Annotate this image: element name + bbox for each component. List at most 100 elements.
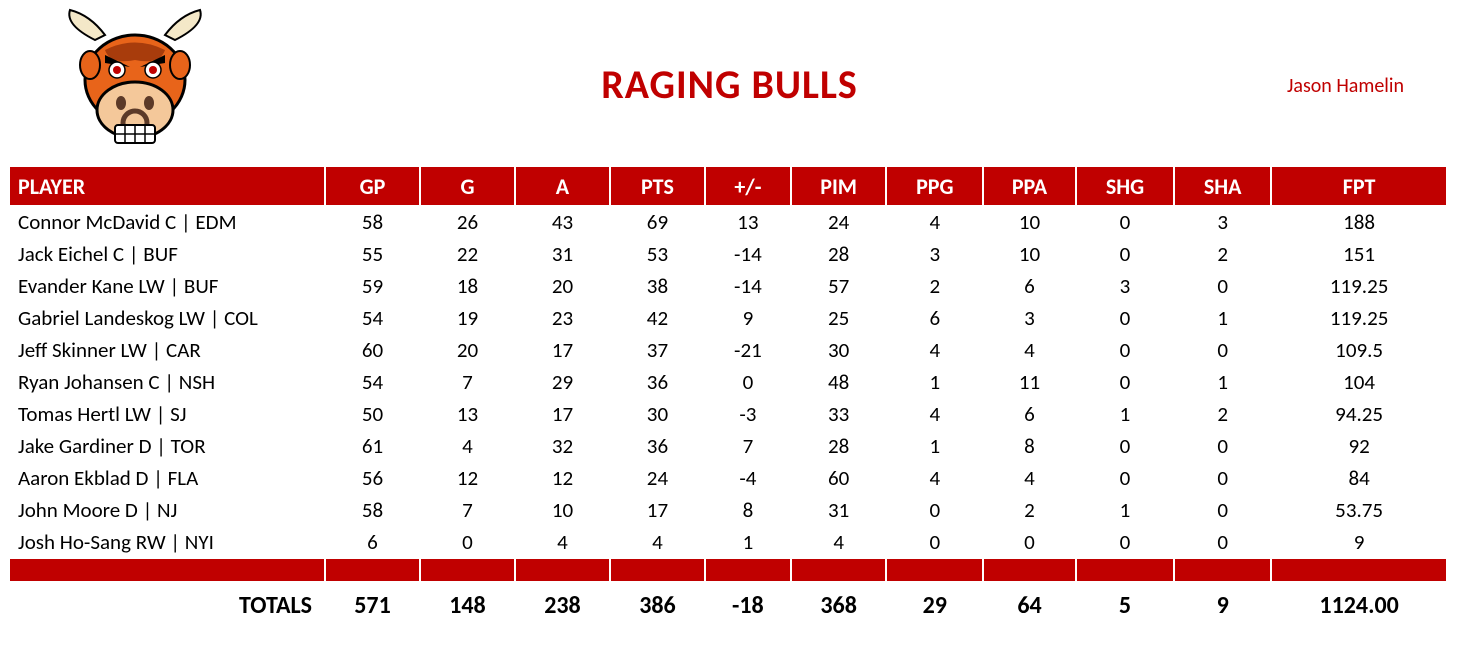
totals-row: TOTALS571148238386-183682964591124.00 xyxy=(9,582,1447,623)
stat-cell-shg: 0 xyxy=(1076,366,1174,398)
stat-cell-gp: 58 xyxy=(325,494,420,526)
player-cell: Gabriel Landeskog LW | COL xyxy=(9,302,325,334)
stat-cell-a: 29 xyxy=(515,366,610,398)
stat-cell-g: 4 xyxy=(420,430,515,462)
stat-cell-ppg: 4 xyxy=(886,398,983,430)
stat-cell-fpt: 188 xyxy=(1271,206,1447,238)
stat-cell-sha: 0 xyxy=(1174,430,1271,462)
totals-shg: 5 xyxy=(1076,582,1174,623)
stat-cell-ppa: 6 xyxy=(983,398,1076,430)
stat-cell-pm: -3 xyxy=(705,398,791,430)
totals-pim: 368 xyxy=(791,582,887,623)
stat-cell-pm: 0 xyxy=(705,366,791,398)
totals-ppa: 64 xyxy=(983,582,1076,623)
stat-cell-pim: 28 xyxy=(791,430,887,462)
stat-cell-pim: 31 xyxy=(791,494,887,526)
col-pm: +/- xyxy=(705,166,791,206)
spacer-cell xyxy=(886,558,983,582)
col-a: A xyxy=(515,166,610,206)
stat-cell-pm: 8 xyxy=(705,494,791,526)
stat-cell-pm: -4 xyxy=(705,462,791,494)
col-pim: PIM xyxy=(791,166,887,206)
stat-cell-fpt: 104 xyxy=(1271,366,1447,398)
stat-cell-pm: -14 xyxy=(705,270,791,302)
spacer-cell xyxy=(705,558,791,582)
stat-cell-sha: 0 xyxy=(1174,270,1271,302)
stat-cell-gp: 60 xyxy=(325,334,420,366)
stat-cell-gp: 61 xyxy=(325,430,420,462)
table-row: Josh Ho-Sang RW | NYI60441400009 xyxy=(9,526,1447,558)
player-cell: Jake Gardiner D | TOR xyxy=(9,430,325,462)
stat-cell-fpt: 119.25 xyxy=(1271,302,1447,334)
col-fpt: FPT xyxy=(1271,166,1447,206)
stat-cell-gp: 6 xyxy=(325,526,420,558)
player-cell: Jeff Skinner LW | CAR xyxy=(9,334,325,366)
stat-cell-sha: 0 xyxy=(1174,334,1271,366)
stat-cell-g: 0 xyxy=(420,526,515,558)
stat-cell-pim: 28 xyxy=(791,238,887,270)
stat-cell-g: 12 xyxy=(420,462,515,494)
stat-cell-ppg: 3 xyxy=(886,238,983,270)
table-row: Jack Eichel C | BUF55223153-142831002151 xyxy=(9,238,1447,270)
player-cell: Jack Eichel C | BUF xyxy=(9,238,325,270)
stat-cell-fpt: 151 xyxy=(1271,238,1447,270)
table-row: Evander Kane LW | BUF59182038-1457263011… xyxy=(9,270,1447,302)
spacer-cell xyxy=(1174,558,1271,582)
table-row: Aaron Ekblad D | FLA56121224-460440084 xyxy=(9,462,1447,494)
table-row: Jeff Skinner LW | CAR60201737-2130440010… xyxy=(9,334,1447,366)
stat-cell-g: 18 xyxy=(420,270,515,302)
spacer-cell xyxy=(610,558,705,582)
stat-cell-pim: 30 xyxy=(791,334,887,366)
stat-cell-pim: 25 xyxy=(791,302,887,334)
stat-cell-gp: 54 xyxy=(325,366,420,398)
stat-cell-a: 31 xyxy=(515,238,610,270)
stat-cell-ppa: 8 xyxy=(983,430,1076,462)
stat-cell-ppg: 4 xyxy=(886,206,983,238)
stat-cell-a: 32 xyxy=(515,430,610,462)
stat-cell-g: 20 xyxy=(420,334,515,366)
stat-cell-shg: 1 xyxy=(1076,494,1174,526)
stat-cell-shg: 1 xyxy=(1076,398,1174,430)
col-gp: GP xyxy=(325,166,420,206)
stat-cell-ppg: 1 xyxy=(886,366,983,398)
stat-cell-pts: 38 xyxy=(610,270,705,302)
stat-cell-pm: -21 xyxy=(705,334,791,366)
spacer-cell xyxy=(325,558,420,582)
stat-cell-ppa: 4 xyxy=(983,334,1076,366)
stat-cell-gp: 56 xyxy=(325,462,420,494)
stat-cell-pm: 9 xyxy=(705,302,791,334)
stat-cell-a: 17 xyxy=(515,334,610,366)
stat-cell-shg: 0 xyxy=(1076,302,1174,334)
stat-cell-pm: -14 xyxy=(705,238,791,270)
stat-cell-ppg: 6 xyxy=(886,302,983,334)
stat-cell-fpt: 92 xyxy=(1271,430,1447,462)
stat-cell-fpt: 9 xyxy=(1271,526,1447,558)
stat-cell-ppa: 3 xyxy=(983,302,1076,334)
stat-cell-sha: 3 xyxy=(1174,206,1271,238)
stat-cell-sha: 1 xyxy=(1174,302,1271,334)
stat-cell-sha: 0 xyxy=(1174,462,1271,494)
stat-cell-pts: 36 xyxy=(610,366,705,398)
stat-cell-g: 26 xyxy=(420,206,515,238)
stat-cell-pm: 7 xyxy=(705,430,791,462)
stat-cell-a: 20 xyxy=(515,270,610,302)
stat-cell-g: 7 xyxy=(420,494,515,526)
totals-g: 148 xyxy=(420,582,515,623)
stat-cell-shg: 0 xyxy=(1076,206,1174,238)
player-cell: Aaron Ekblad D | FLA xyxy=(9,462,325,494)
stat-cell-pim: 33 xyxy=(791,398,887,430)
header-area: RAGING BULLS Jason Hamelin xyxy=(0,0,1459,165)
col-ppa: PPA xyxy=(983,166,1076,206)
stat-cell-a: 43 xyxy=(515,206,610,238)
stat-cell-shg: 0 xyxy=(1076,526,1174,558)
stats-table: PLAYER GP G A PTS +/- PIM PPG PPA SHG SH… xyxy=(8,165,1448,624)
stat-cell-ppg: 0 xyxy=(886,494,983,526)
stat-cell-ppg: 0 xyxy=(886,526,983,558)
totals-fpt: 1124.00 xyxy=(1271,582,1447,623)
spacer-cell xyxy=(515,558,610,582)
stat-cell-a: 12 xyxy=(515,462,610,494)
stat-cell-fpt: 94.25 xyxy=(1271,398,1447,430)
stat-cell-ppg: 1 xyxy=(886,430,983,462)
stat-cell-a: 10 xyxy=(515,494,610,526)
stat-cell-sha: 2 xyxy=(1174,238,1271,270)
